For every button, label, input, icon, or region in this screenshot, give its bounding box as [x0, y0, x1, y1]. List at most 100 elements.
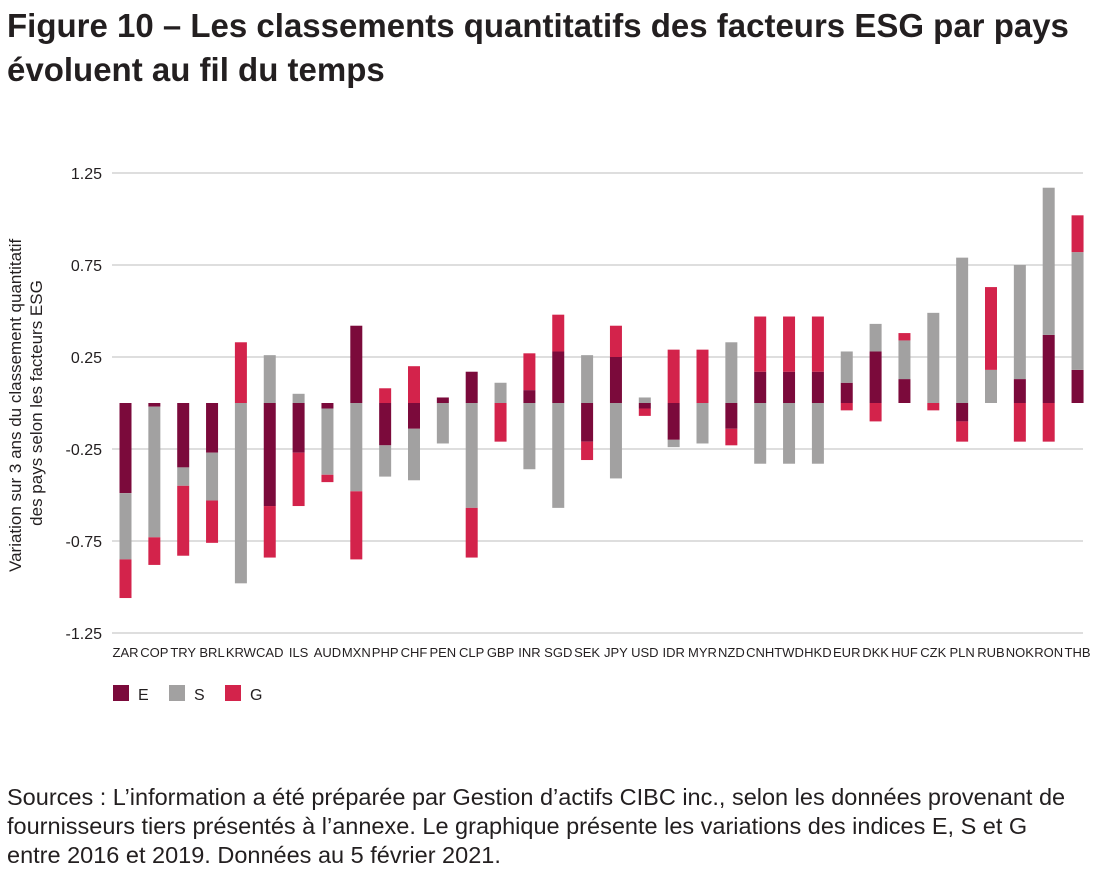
bar-s-thb	[1071, 252, 1084, 370]
x-tick-label: HUF	[891, 645, 918, 660]
legend-swatch-g	[225, 685, 241, 701]
x-tick-label: CLP	[459, 645, 484, 660]
x-tick-label: PHP	[372, 645, 399, 660]
y-axis-label-line-1: Variation sur 3 ans du classement quanti…	[6, 238, 25, 572]
bar-s-usd	[638, 397, 651, 403]
bar-g-twd	[783, 316, 796, 372]
x-tick-label: MYR	[688, 645, 717, 660]
x-tick-label: AUD	[314, 645, 341, 660]
bar-g-rub	[985, 287, 997, 370]
bar-s-sgd	[552, 403, 565, 508]
x-tick-label: USD	[631, 645, 658, 660]
bar-s-hkd	[811, 403, 824, 464]
x-tick-label: EUR	[833, 645, 860, 660]
y-tick-label: -1.25	[66, 626, 103, 643]
bar-g-thb	[1071, 215, 1084, 253]
bar-s-dkk	[869, 323, 882, 352]
bar-s-idr	[667, 439, 680, 448]
legend-label-g: G	[250, 687, 262, 704]
bar-e-cad	[263, 403, 276, 507]
bar-s-myr	[696, 403, 709, 444]
bar-s-krw	[234, 403, 247, 584]
bar-g-cad	[263, 506, 276, 558]
y-tick-label: 0.75	[71, 258, 102, 275]
x-tick-label: INR	[518, 645, 540, 660]
bar-e-inr	[523, 390, 536, 403]
x-tick-label: BRL	[199, 645, 224, 660]
bar-s-ils	[292, 393, 305, 403]
bar-e-thb	[1071, 369, 1084, 403]
x-tick-label: PEN	[429, 645, 456, 660]
x-tick-label: COP	[140, 645, 168, 660]
bar-e-twd	[783, 371, 796, 403]
x-tick-label: TRY	[170, 645, 196, 660]
bar-s-gbp	[494, 382, 507, 403]
bar-g-chf	[408, 366, 420, 403]
bar-s-chf	[408, 428, 420, 481]
bar-s-sek	[581, 355, 594, 403]
bar-e-usd	[638, 403, 651, 409]
bar-s-brl	[206, 452, 219, 501]
y-axis-label: Variation sur 3 ans du classement quanti…	[6, 234, 46, 572]
bar-g-krw	[234, 342, 247, 403]
bar-e-pen	[436, 397, 449, 403]
bar-e-aud	[321, 403, 334, 409]
bar-g-nzd	[725, 428, 738, 446]
bar-s-ron	[1042, 187, 1055, 335]
bar-s-aud	[321, 408, 334, 475]
bar-s-jpy	[609, 403, 622, 479]
x-tick-label: NZD	[718, 645, 745, 660]
x-tick-label: CNH	[746, 645, 774, 660]
bar-s-nzd	[725, 342, 738, 403]
x-tick-label: DKK	[862, 645, 889, 660]
x-tick-label: NOK	[1006, 645, 1035, 660]
bar-e-dkk	[869, 351, 882, 403]
bar-e-cop	[148, 403, 161, 407]
bar-g-idr	[667, 349, 680, 403]
bar-s-pen	[436, 403, 449, 444]
x-tick-label: PLN	[950, 645, 975, 660]
bar-g-huf	[898, 333, 911, 341]
bar-e-hkd	[811, 371, 824, 403]
bar-g-cop	[148, 537, 161, 565]
legend-swatch-s	[169, 685, 185, 701]
bar-g-ron	[1042, 403, 1055, 442]
bar-e-sek	[581, 403, 594, 442]
y-tick-label: 1.25	[71, 166, 102, 183]
x-tick-label: RON	[1034, 645, 1063, 660]
bar-e-brl	[206, 403, 219, 453]
bar-s-cop	[148, 406, 161, 538]
x-tick-label: RUB	[977, 645, 1004, 660]
x-tick-label: KRW	[226, 645, 257, 660]
bar-e-idr	[667, 403, 680, 440]
bar-s-huf	[898, 340, 911, 380]
bar-s-rub	[985, 369, 997, 403]
x-tick-label: JPY	[604, 645, 628, 660]
bar-g-nok	[1013, 403, 1026, 442]
bar-g-sgd	[552, 314, 565, 352]
bar-g-cnh	[754, 316, 767, 372]
stacked-bar-chart: 1.25 0.75 0.25 -0.25 -0.75 -1.25 Variation su…	[6, 166, 1091, 704]
bar-s-mxn	[350, 403, 363, 492]
x-tick-label: TWD	[774, 645, 804, 660]
bar-e-huf	[898, 379, 911, 403]
bar-s-inr	[523, 403, 536, 470]
bar-s-czk	[927, 312, 940, 403]
x-tick-label: CHF	[401, 645, 428, 660]
bar-segments	[119, 187, 1084, 599]
bar-g-php	[379, 388, 392, 403]
bar-s-twd	[783, 403, 796, 464]
y-tick-label: 0.25	[71, 350, 102, 367]
bar-s-nok	[1013, 265, 1026, 380]
bar-e-ron	[1042, 334, 1055, 403]
bar-s-zar	[119, 493, 132, 560]
bar-e-nzd	[725, 403, 738, 429]
bar-e-chf	[408, 403, 420, 429]
x-tick-label: CZK	[920, 645, 946, 660]
bar-e-clp	[465, 371, 478, 403]
bar-g-jpy	[609, 325, 622, 357]
bar-e-jpy	[609, 357, 622, 403]
bar-g-inr	[523, 353, 536, 391]
bar-s-cnh	[754, 403, 767, 464]
bar-e-php	[379, 403, 392, 446]
